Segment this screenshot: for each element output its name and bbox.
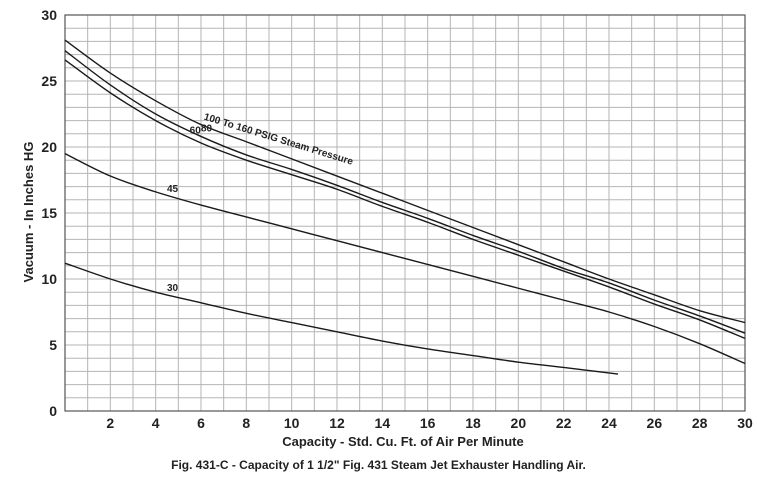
series-label-1: 80: [201, 123, 213, 134]
y-tick-label: 0: [49, 403, 57, 419]
series-label-3: 45: [167, 184, 179, 195]
y-tick-label: 10: [41, 271, 57, 287]
x-tick-label: 12: [329, 415, 345, 431]
x-tick-label: 18: [465, 415, 481, 431]
x-tick-label: 28: [692, 415, 708, 431]
x-tick-label: 4: [152, 415, 160, 431]
figure-caption: Fig. 431-C - Capacity of 1 1/2" Fig. 431…: [171, 458, 586, 472]
x-tick-label: 8: [242, 415, 250, 431]
x-tick-label: 22: [556, 415, 572, 431]
series-lines: [64, 39, 746, 375]
plot-frame: [64, 14, 746, 412]
x-tick-label: 16: [420, 415, 436, 431]
grid: [64, 14, 746, 412]
series-line-4: [64, 262, 619, 375]
x-tick-label: 6: [197, 415, 205, 431]
y-tick-label: 5: [49, 337, 57, 353]
x-tick-label: 24: [601, 415, 617, 431]
x-tick-label: 14: [375, 415, 391, 431]
x-tick-label: 20: [511, 415, 527, 431]
x-tick-label: 2: [106, 415, 114, 431]
x-tick-label: 10: [284, 415, 300, 431]
y-tick-label: 15: [41, 205, 57, 221]
y-tick-label: 30: [41, 7, 57, 23]
series-label-2: 60: [190, 125, 202, 136]
series-line-3: [64, 152, 746, 365]
series-line-1: [64, 50, 746, 334]
series-label-4: 30: [167, 283, 179, 294]
series-line-0: [64, 39, 746, 324]
series-line-2: [64, 59, 746, 340]
y-tick-label: 20: [41, 139, 57, 155]
x-axis-title: Capacity - Std. Cu. Ft. of Air Per Minut…: [282, 434, 523, 449]
y-axis-title: Vacuum - In Inches HG: [21, 142, 36, 283]
x-tick-label: 26: [647, 415, 663, 431]
x-tick-label: 30: [737, 415, 753, 431]
y-tick-label: 25: [41, 73, 57, 89]
